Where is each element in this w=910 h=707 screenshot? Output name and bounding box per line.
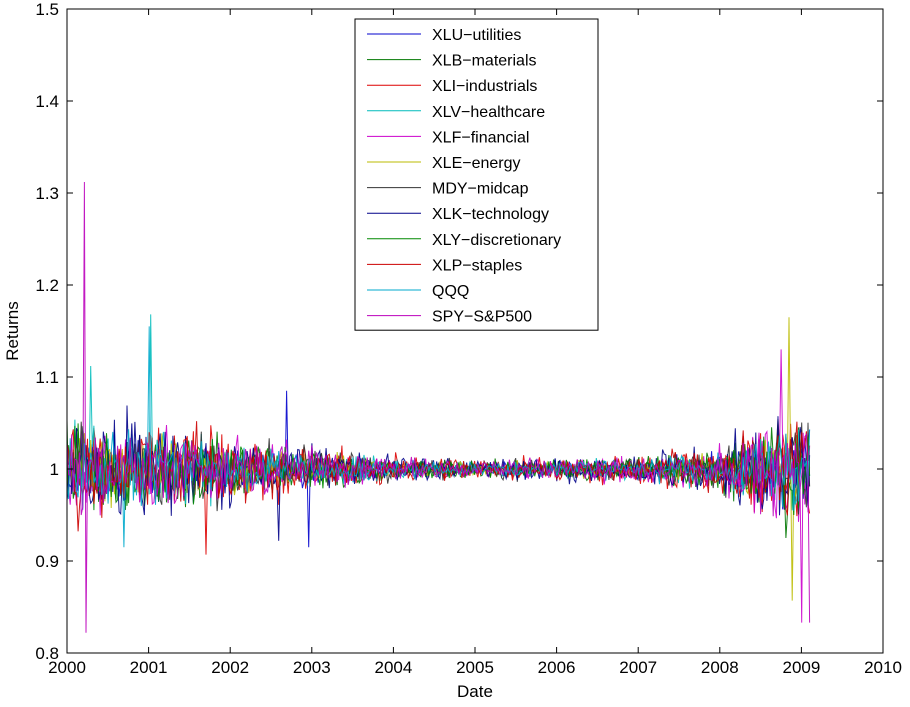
y-tick-label: 1.2	[35, 276, 59, 295]
y-tick-label: 0.9	[35, 552, 59, 571]
x-tick-label: 2001	[130, 658, 168, 677]
y-tick-label: 1	[50, 460, 59, 479]
legend-label: XLP−staples	[432, 257, 522, 274]
x-tick-label: 2007	[619, 658, 657, 677]
y-tick-label: 1.1	[35, 368, 59, 387]
y-tick-label: 1.5	[35, 0, 59, 19]
legend-label: XLU−utilities	[432, 27, 521, 44]
legend-label: MDY−midcap	[432, 181, 529, 198]
legend-box	[354, 18, 599, 331]
series-line	[66, 326, 811, 548]
legend-label: QQQ	[432, 283, 469, 300]
x-tick-label: 2004	[374, 658, 412, 677]
x-tick-label: 2006	[538, 658, 576, 677]
legend-label: XLK−technology	[432, 206, 549, 223]
x-tick-label: 2010	[864, 658, 902, 677]
legend-label: XLV−healthcare	[432, 104, 545, 121]
legend-label: XLE−energy	[432, 155, 521, 172]
series-line	[66, 181, 811, 633]
y-axis-label: Returns	[3, 301, 22, 361]
legend-label: SPY−S&P500	[432, 309, 532, 326]
y-tick-label: 0.8	[35, 644, 59, 663]
x-tick-label: 2009	[782, 658, 820, 677]
x-tick-label: 2000	[48, 658, 86, 677]
x-tick-label: 2002	[211, 658, 249, 677]
x-axis-label: Date	[457, 682, 493, 701]
x-tick-label: 2003	[293, 658, 331, 677]
x-tick-label: 2005	[456, 658, 494, 677]
legend-label: XLB−materials	[432, 53, 537, 70]
y-tick-label: 1.4	[35, 92, 59, 111]
x-tick-label: 2008	[701, 658, 739, 677]
legend-label: XLI−industrials	[432, 78, 537, 95]
axis-ticks: 2000 2001 2002 2003 2004 2005 2006 2007 2008 2009…	[35, 0, 902, 677]
legend: XLU−utilities XLB−materials XLI−industrial…	[354, 18, 599, 331]
legend-label: XLY−discretionary	[432, 232, 561, 249]
plot-area	[66, 181, 811, 633]
y-tick-label: 1.3	[35, 184, 59, 203]
legend-label: XLF−financial	[432, 129, 529, 146]
